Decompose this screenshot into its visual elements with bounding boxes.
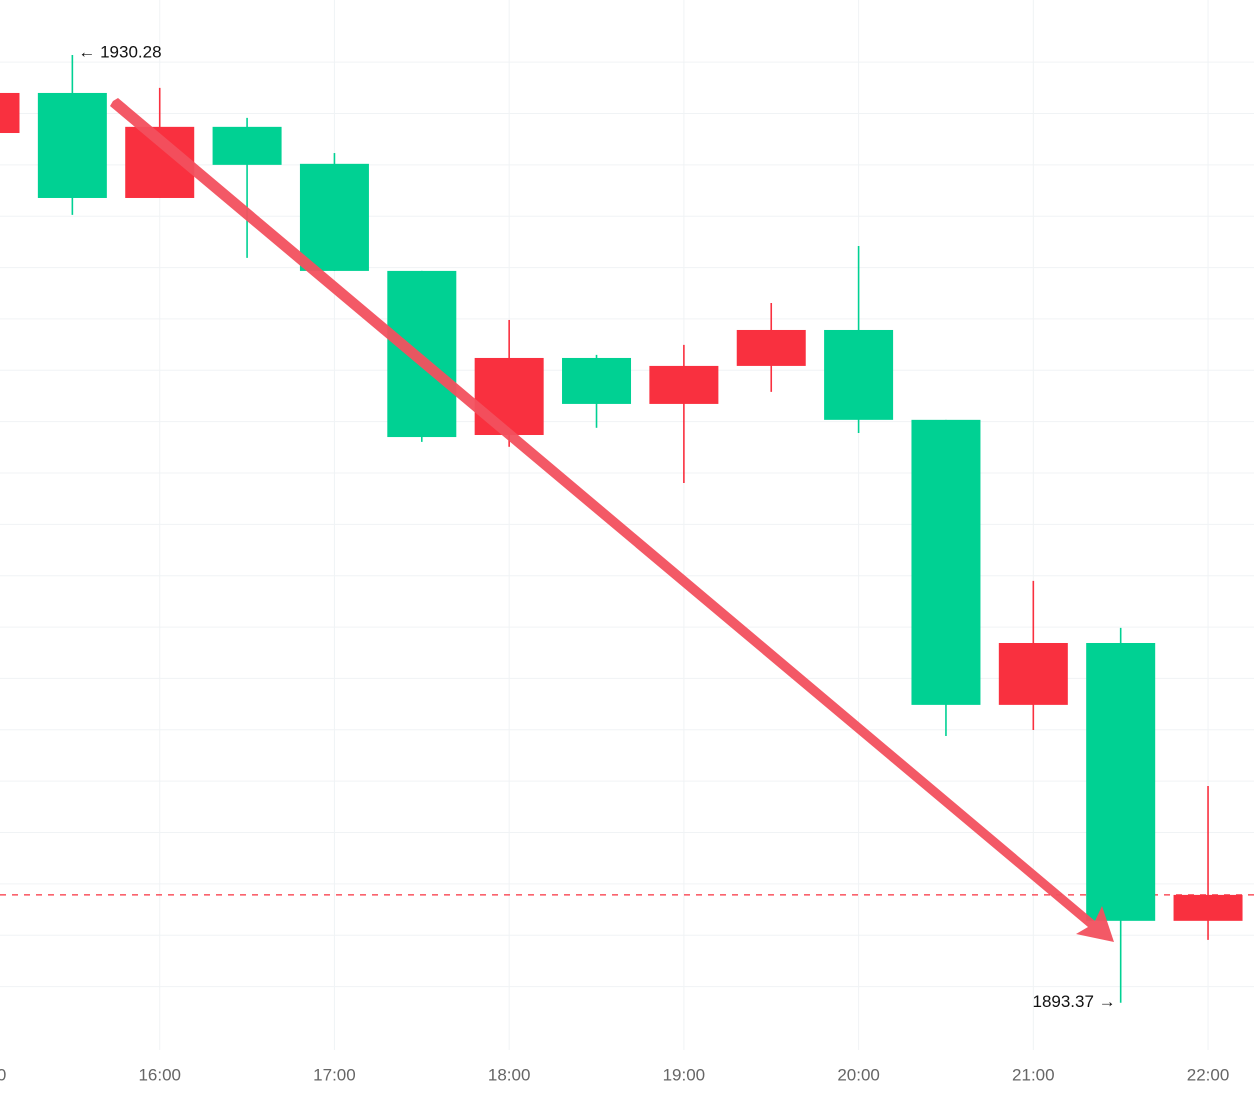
x-tick-label: 17:00	[313, 1065, 356, 1084]
x-tick-label: 21:00	[1012, 1065, 1055, 1084]
candle-body	[998, 642, 1068, 705]
candle-body	[911, 419, 981, 705]
x-tick-label: 15:00	[0, 1065, 6, 1084]
high-annotation: ← 1930.28	[78, 42, 161, 61]
candle-body	[212, 126, 282, 165]
x-tick-label: 16:00	[138, 1065, 181, 1084]
candle-body	[1173, 894, 1243, 921]
candle-body	[0, 92, 20, 134]
x-tick-label: 19:00	[663, 1065, 706, 1084]
candle-body	[736, 329, 806, 366]
candle-body	[1086, 642, 1156, 921]
candle-body	[37, 92, 107, 198]
x-tick-label: 20:00	[837, 1065, 880, 1084]
x-tick-label: 18:00	[488, 1065, 531, 1084]
candle-body	[649, 365, 719, 404]
candle-body	[299, 163, 369, 271]
x-tick-label: 22:00	[1187, 1065, 1230, 1084]
candles	[0, 54, 1243, 1003]
low-annotation: 1893.37 →	[1032, 992, 1115, 1011]
labels: 15:00 16:00 17:00 18:00 19:00 20:00 21:00 22:00…	[0, 42, 1229, 1084]
candle-body	[474, 357, 544, 435]
candle-body	[824, 329, 894, 420]
candle-body	[562, 357, 632, 404]
trend-arrow	[110, 98, 1114, 942]
